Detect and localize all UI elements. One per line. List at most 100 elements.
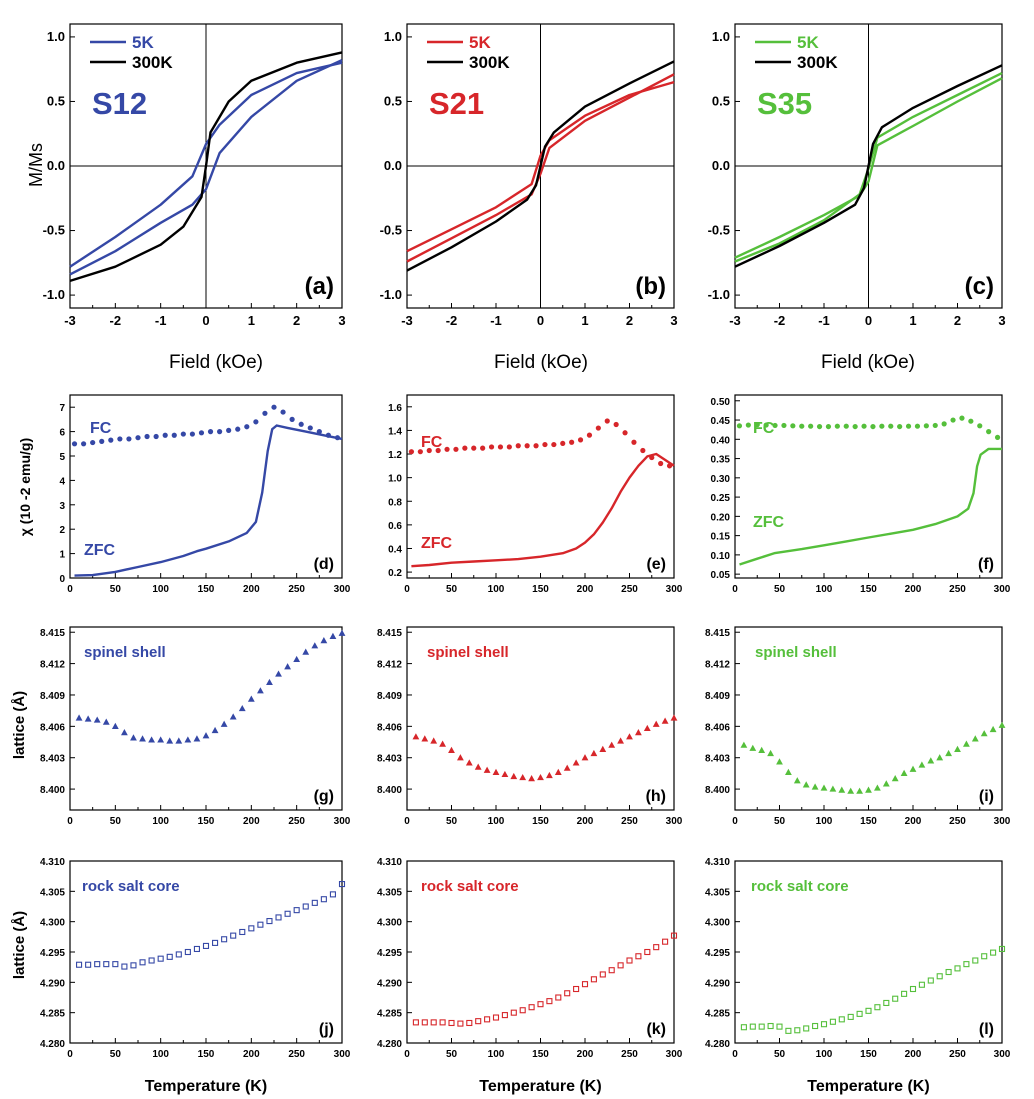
data-point <box>617 737 624 744</box>
panel-e: 0 50 100 150 200 250 300 0.2 0.4 0.6 0.8 1.0 1.2 1.4 1… <box>388 394 683 595</box>
data-point <box>239 928 246 936</box>
x-tick-label: 250 <box>288 584 305 595</box>
data-point <box>883 999 890 1007</box>
data-point <box>111 722 119 729</box>
fc-point <box>897 423 903 430</box>
annotation-label: FC <box>753 420 775 437</box>
y-tick-label: 1.0 <box>47 29 65 44</box>
panel-j: 0 50 100 150 200 250 300 4.280 4.285 4.290 4.295 4.… <box>40 857 351 1095</box>
data-point <box>148 736 155 743</box>
annotation-label: FC <box>90 420 112 437</box>
y-tick-label: 1.0 <box>388 474 402 485</box>
data-point <box>918 761 926 768</box>
y-tick-label: 4.310 <box>705 857 730 868</box>
data-point <box>546 771 553 779</box>
panel-h: 0 50 100 150 200 250 300 8.400 8.403 8.406 8.409 8.… <box>377 626 683 827</box>
data-point <box>998 945 1006 953</box>
fc-point <box>977 423 983 429</box>
data-point <box>121 729 128 736</box>
fc-point <box>825 423 832 430</box>
y-tick-label: 8.406 <box>705 722 730 733</box>
y-tick-label: 1.6 <box>388 403 402 414</box>
y-tick-label: 4.280 <box>40 1039 65 1050</box>
y-tick-label: 4.295 <box>377 948 402 959</box>
data-point <box>184 736 192 743</box>
data-point <box>157 736 165 743</box>
x-tick-label: 50 <box>774 1049 786 1060</box>
data-point <box>302 903 309 910</box>
data-point <box>590 749 598 757</box>
y-tick-label: 4.295 <box>40 948 65 959</box>
x-tick-label: 100 <box>816 1049 833 1060</box>
panel-label: (h) <box>646 788 666 805</box>
x-tick-label: 50 <box>774 584 786 595</box>
x-tick-label: 1 <box>248 313 255 328</box>
y-tick-label: 0.5 <box>712 93 730 108</box>
x-tick-label: -2 <box>110 313 122 328</box>
data-point <box>175 951 182 958</box>
data-point <box>457 754 464 761</box>
data-point <box>661 717 669 724</box>
data-point <box>457 1020 464 1027</box>
data-point <box>829 1018 836 1025</box>
annotation-label: spinel shell <box>755 644 837 661</box>
y-tick-label: 0.6 <box>388 521 402 532</box>
data-point <box>284 910 291 917</box>
annotation-label: rock salt core <box>82 878 180 895</box>
data-point <box>927 757 935 764</box>
series-line-300k <box>69 51 343 283</box>
panel-label: (j) <box>319 1021 334 1038</box>
fc-point <box>280 409 286 415</box>
fc-point <box>986 429 992 435</box>
data-point <box>811 783 819 790</box>
x-tick-label: 250 <box>949 584 966 595</box>
data-point <box>121 963 128 970</box>
y-tick-label: 0.0 <box>712 158 730 173</box>
data-point <box>617 962 624 969</box>
fc-point <box>189 431 195 437</box>
fc-point <box>843 423 849 429</box>
fc-point <box>71 441 78 447</box>
fc-point <box>950 417 956 423</box>
annotation-label: FC <box>421 434 443 451</box>
annotation-label: rock salt core <box>751 878 849 895</box>
data-point <box>528 775 535 782</box>
fc-point <box>298 421 304 427</box>
legend-label: 300K <box>469 53 510 72</box>
y-tick-label: 4.300 <box>40 918 65 929</box>
data-point <box>247 695 255 702</box>
fc-point <box>852 423 858 430</box>
data-point <box>590 976 597 983</box>
y-tick-label: 4.280 <box>705 1039 730 1050</box>
series-line-300k <box>406 60 675 272</box>
y-tick-label: 0.2 <box>388 568 402 579</box>
data-point <box>519 1007 526 1014</box>
y-tick-label: 0.50 <box>711 397 731 408</box>
fc-point <box>968 418 974 424</box>
x-tick-label: 100 <box>152 584 169 595</box>
fc-point <box>790 423 796 429</box>
data-point <box>102 718 110 725</box>
fc-point <box>736 423 743 429</box>
data-point <box>501 770 509 778</box>
x-tick-label: 200 <box>243 816 260 827</box>
fc-point <box>586 432 593 438</box>
lattice-shell-ylabel: lattice (Å) <box>11 691 28 759</box>
y-tick-label: 0.20 <box>711 512 731 523</box>
data-point <box>901 990 908 997</box>
data-point <box>338 629 346 636</box>
fc-point <box>524 443 530 449</box>
y-tick-label: 8.409 <box>705 691 730 702</box>
y-tick-label: 1.0 <box>712 29 730 44</box>
fc-point <box>745 422 751 428</box>
fc-point <box>515 443 521 449</box>
legend-label: 300K <box>132 53 173 72</box>
series-line-zfc <box>74 424 343 577</box>
x-tick-label: -1 <box>155 313 167 328</box>
lattice-core-ylabel: lattice (Å) <box>11 911 28 979</box>
m-xlabel-b: Field (kOe) <box>494 352 588 373</box>
fc-point <box>861 423 867 429</box>
fc-point <box>772 422 778 429</box>
y-tick-label: 4.280 <box>377 1039 402 1050</box>
plot-frame <box>734 394 1003 579</box>
